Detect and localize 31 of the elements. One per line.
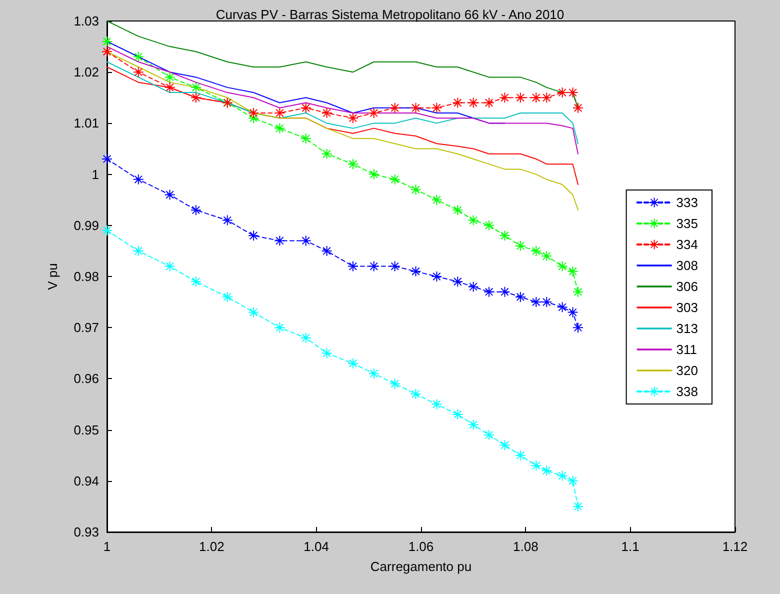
y-tick-label: 1.03	[74, 14, 99, 28]
legend-label: 333	[676, 195, 698, 210]
y-tick-label: 0.93	[74, 524, 99, 540]
y-tick-label: 1.01	[74, 116, 99, 131]
y-tick-label: 0.99	[74, 218, 99, 233]
legend-label: 320	[676, 363, 698, 378]
y-tick-label: 0.94	[74, 473, 99, 488]
x-tick-label: 1.08	[513, 539, 538, 554]
legend-label: 308	[676, 258, 698, 273]
legend-label: 313	[676, 321, 698, 336]
y-tick-label: 0.96	[74, 371, 99, 386]
x-axis-title: Carregamento pu	[370, 559, 472, 574]
x-tick-label: 1.1	[621, 539, 640, 554]
legend-label: 311	[676, 342, 698, 357]
chart-title: Curvas PV - Barras Sistema Metropolitano 66 kV - Ano 2010	[216, 7, 564, 22]
x-tick-label: 1.06	[408, 539, 434, 554]
legend-label: 338	[676, 384, 698, 399]
y-tick-label: 1.02	[74, 64, 99, 80]
legend-label: 335	[676, 216, 698, 231]
x-tick-label: 1.02	[199, 539, 224, 554]
y-tick-label: 0.98	[74, 269, 99, 284]
y-tick-label: 1	[92, 166, 99, 182]
legend-label: 334	[676, 237, 698, 252]
legend-label: 306	[676, 279, 698, 294]
y-tick-label: 0.97	[74, 320, 99, 336]
x-tick-label: 1.04	[304, 539, 329, 554]
y-tick-label: 0.95	[74, 422, 99, 438]
x-tick-label: 1.12	[722, 539, 748, 554]
x-tick-label: 1	[103, 539, 111, 554]
legend-label: 303	[676, 300, 698, 315]
y-axis-title: V pu	[45, 263, 60, 290]
